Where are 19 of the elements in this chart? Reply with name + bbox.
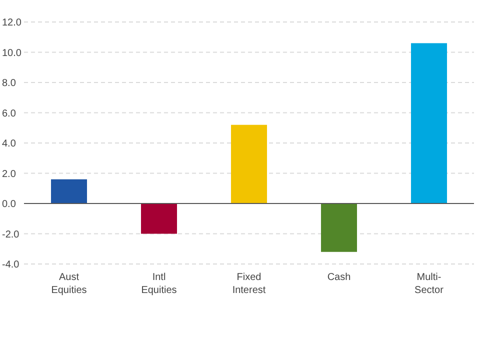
y-tick-label: 6.0 [2,108,16,120]
y-tick-label: 0.0 [2,199,16,210]
y-tick-label: -2.0 [2,229,20,240]
y-tick-label: 2.0 [2,168,16,180]
bar [321,204,357,252]
y-tick-label: 4.0 [2,138,16,150]
y-tick-label: -4.0 [2,260,20,270]
x-tick-label: Fixed Interest [232,272,266,296]
x-tick-label: Aust Equities [51,272,87,296]
y-tick-label: 10.0 [2,48,22,59]
y-tick-label: 12.0 [2,18,22,28]
bar [411,43,447,204]
bar [51,179,87,204]
x-tick-label: Intl Equities [141,272,177,296]
x-tick-label: Cash [327,272,351,283]
y-tick-label: 8.0 [2,78,16,89]
bar [141,204,177,234]
x-tick-label: Multi- Sector [414,272,444,296]
bar [231,124,267,204]
